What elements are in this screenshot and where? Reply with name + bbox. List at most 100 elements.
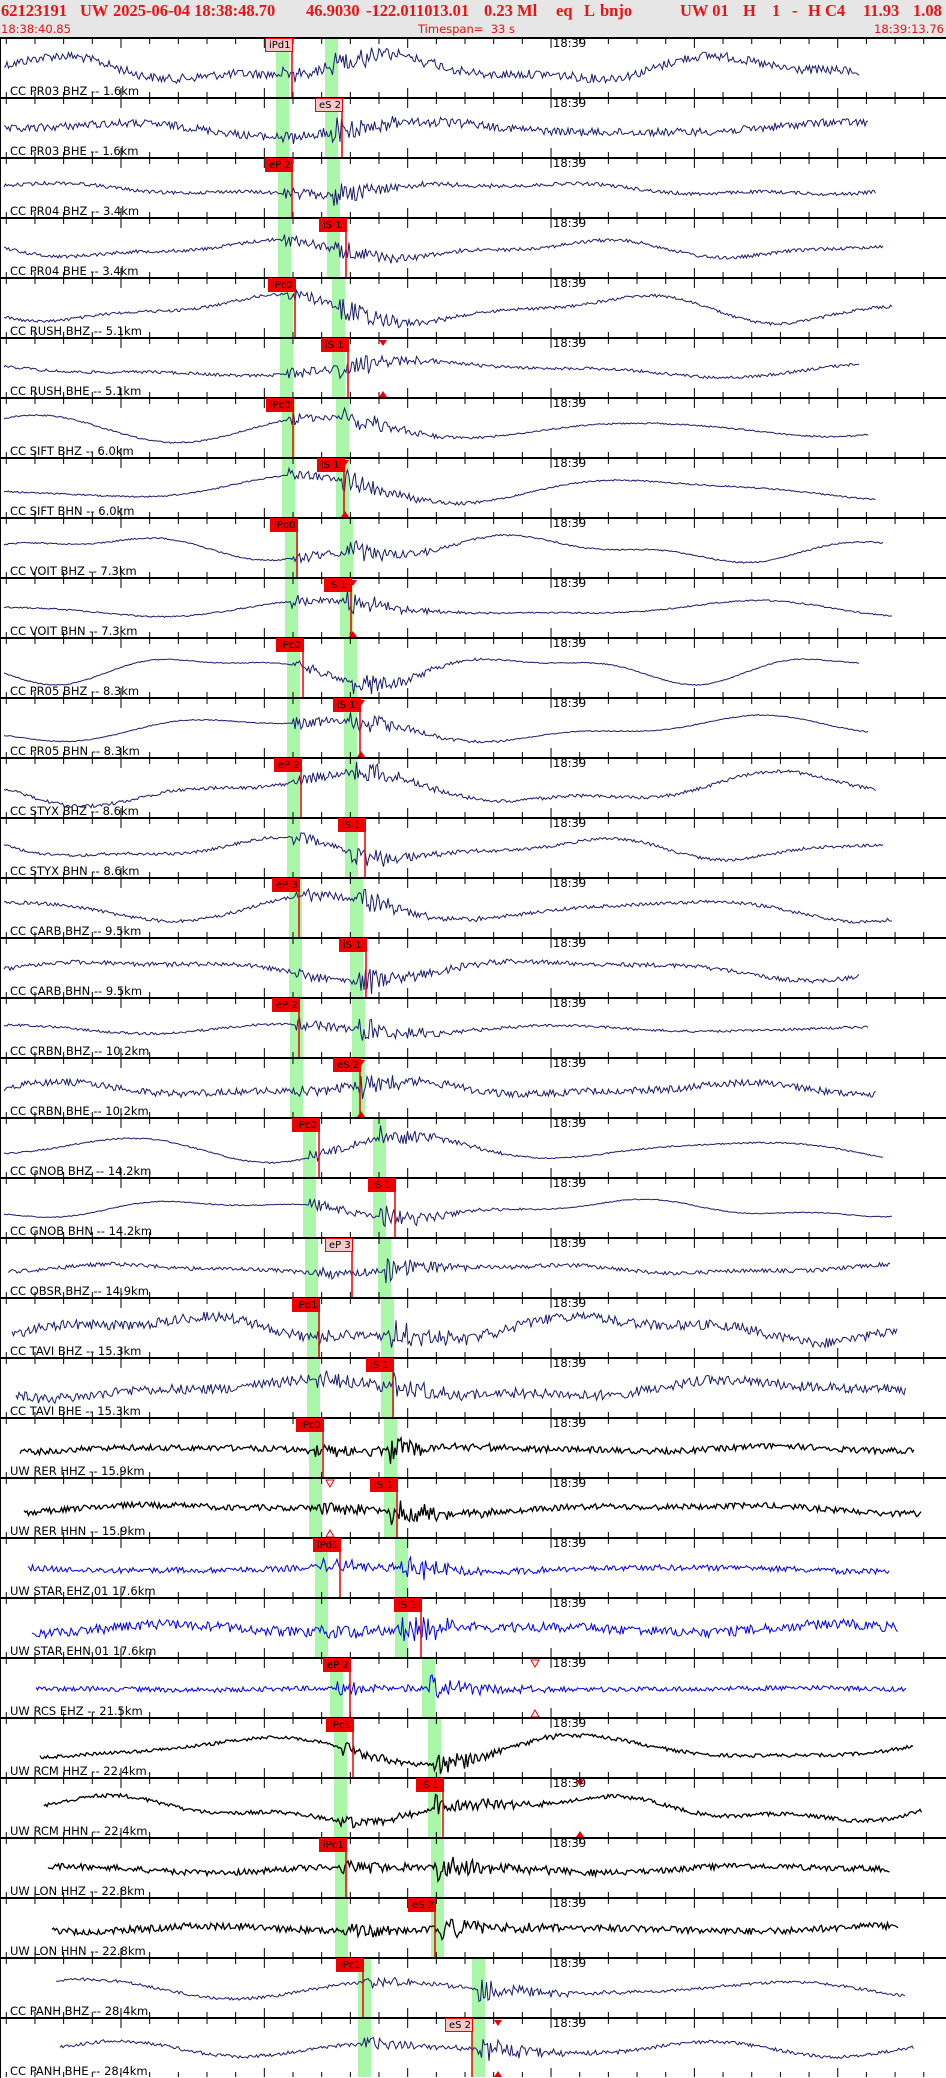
phase-pick-label[interactable]: eS 2 bbox=[445, 2018, 473, 2032]
phase-pick-label[interactable]: eS 2 bbox=[315, 98, 343, 112]
event-latitude: 46.9030 bbox=[306, 1, 360, 20]
phase-pick-label[interactable]: eS 2 bbox=[408, 1898, 436, 1912]
s-window-band bbox=[395, 1539, 408, 1597]
phase-pick-label[interactable]: iPd1 bbox=[265, 38, 293, 52]
trace-row[interactable]: iS 1 18:39 CC RUSH BHE -- 5.1km bbox=[0, 337, 946, 398]
value-1: 11.93 bbox=[863, 1, 900, 20]
phase-pick-label[interactable]: iS 1 bbox=[394, 1598, 422, 1612]
phase-pick-label[interactable]: iS 1 bbox=[339, 938, 367, 952]
open-marker-top-icon[interactable] bbox=[325, 1479, 335, 1489]
phase-pick-label[interactable]: iPc0 bbox=[266, 398, 294, 412]
trace-row[interactable]: iPc1 18:39 UW RCM HHZ -- 22.4km bbox=[0, 1717, 946, 1778]
trace-row[interactable]: iPc0 18:39 CC RUSH BHZ -- 5.1km bbox=[0, 277, 946, 338]
trace-row[interactable]: eP 3 18:39 CC CARB BHZ -- 9.5km bbox=[0, 877, 946, 938]
trace-row[interactable]: eS 2 18:39 CC PANH BHE -- 28.4km bbox=[0, 2017, 946, 2078]
start-time: 18:38:40.85 bbox=[1, 22, 71, 36]
amplitude-marker-bottom-icon[interactable] bbox=[349, 631, 357, 637]
waveform-line bbox=[3, 761, 876, 809]
p-window-band bbox=[315, 1599, 328, 1657]
trace-row[interactable]: eS 2 18:39 UW LON HHN -- 22.8km bbox=[0, 1897, 946, 1958]
amplitude-marker-bottom-icon[interactable] bbox=[357, 751, 365, 757]
phase-pick-label[interactable]: iPd1 bbox=[292, 1298, 320, 1312]
station-channel-label: CC OBSR BHZ -- 14.9km bbox=[10, 1284, 149, 1298]
trace-row[interactable]: eS 2 18:39 CC CRBN BHE -- 10.2km bbox=[0, 1057, 946, 1118]
trace-row[interactable]: eP 2 18:39 CC STYX BHZ -- 8.6km bbox=[0, 757, 946, 818]
waveform-plot bbox=[3, 39, 925, 97]
phase-pick-label[interactable]: eS 2 bbox=[333, 1058, 361, 1072]
trace-row[interactable]: iS 1 18:39 CC GNOB BHN -- 14.2km bbox=[0, 1177, 946, 1238]
waveform-line bbox=[3, 288, 893, 329]
open-marker-bottom-icon[interactable] bbox=[325, 1528, 335, 1538]
phase-pick-label[interactable]: iPc0 bbox=[296, 1418, 324, 1432]
trace-row[interactable]: iS 1 18:39 CC SIFT BHN -- 6.0km bbox=[0, 457, 946, 518]
trace-row[interactable]: iS 1 18:39 CC STYX BHN -- 8.6km bbox=[0, 817, 946, 878]
trace-row[interactable]: eS 2 18:39 CC PR03 BHE -- 1.6km bbox=[0, 97, 946, 158]
phase-pick-label[interactable]: iS 1 bbox=[338, 818, 366, 832]
phase-pick-label[interactable]: iPc1 bbox=[326, 1718, 354, 1732]
phase-pick-label[interactable]: iPd1 bbox=[313, 1538, 341, 1552]
trace-row[interactable]: iPd1 18:39 CC PR03 BHZ -- 1.6km bbox=[0, 37, 946, 98]
open-marker-bottom-icon[interactable] bbox=[530, 1708, 540, 1718]
amplitude-marker-top-icon[interactable] bbox=[379, 340, 387, 346]
trace-row[interactable]: eP 2 18:39 UW RCS EHZ -- 21.5km bbox=[0, 1657, 946, 1718]
phase-pick-label[interactable]: iPc0 bbox=[276, 638, 304, 652]
waveform-line bbox=[3, 47, 860, 85]
trace-row[interactable]: iPc0 18:39 CC PR05 BHZ -- 8.3km bbox=[0, 637, 946, 698]
trace-row[interactable]: iS 1 18:39 UW RCM HHN -- 22.4km bbox=[0, 1777, 946, 1838]
trace-row[interactable]: iPd1 18:39 CC TAVI BHZ -- 15.3km bbox=[0, 1297, 946, 1358]
trace-row[interactable]: eP 2 18:39 CC PR04 BHZ -- 3.4km bbox=[0, 157, 946, 218]
phase-pick-label[interactable]: eP 2 bbox=[274, 758, 302, 772]
phase-pick-label[interactable]: iS 1 bbox=[333, 698, 361, 712]
trace-row[interactable]: eP 2 18:39 CC CRBN BHZ -- 10.2km bbox=[0, 997, 946, 1058]
phase-pick-label[interactable]: iPc1 bbox=[319, 1838, 347, 1852]
phase-pick-label[interactable]: eP 2 bbox=[272, 998, 300, 1012]
trace-row[interactable]: iPc1 18:39 UW LON HHZ -- 22.8km bbox=[0, 1837, 946, 1898]
amplitude-marker-bottom-icon[interactable] bbox=[357, 1111, 365, 1117]
phase-pick-label[interactable]: iS 1 bbox=[368, 1178, 396, 1192]
waveform-line bbox=[3, 179, 876, 206]
phase-pick-label[interactable]: iS 1 bbox=[416, 1778, 444, 1792]
phase-pick-label[interactable]: iS 1 bbox=[324, 578, 352, 592]
phase-pick-label[interactable]: eP 2 bbox=[323, 1658, 351, 1672]
trace-row[interactable]: iS 1 18:39 UW RER HHN -- 15.9km bbox=[0, 1477, 946, 1538]
phase-pick-label[interactable]: eP 3 bbox=[272, 878, 300, 892]
waveform-line bbox=[35, 1673, 907, 1699]
amplitude-marker-top-icon[interactable] bbox=[494, 2020, 502, 2026]
trace-row[interactable]: iPc1 18:39 CC PANH BHZ -- 28.4km bbox=[0, 1957, 946, 2018]
phase-pick-label[interactable]: eP 3 bbox=[325, 1238, 353, 1252]
trace-row[interactable]: iPc0 18:39 CC GNOB BHZ -- 14.2km bbox=[0, 1117, 946, 1178]
phase-pick-label[interactable]: iS 1 bbox=[319, 218, 347, 232]
trace-row[interactable]: iPd0 18:39 CC VOIT BHZ -- 7.3km bbox=[0, 517, 946, 578]
trace-row[interactable]: iS 1 18:39 CC VOIT BHN -- 7.3km bbox=[0, 577, 946, 638]
trace-row[interactable]: iPc0 18:39 UW RER HHZ -- 15.9km bbox=[0, 1417, 946, 1478]
trace-row[interactable]: iPd1 18:39 UW STAR EHZ 01 17.6km bbox=[0, 1537, 946, 1598]
phase-pick-label[interactable]: iS 1 bbox=[317, 458, 345, 472]
phase-pick-label[interactable]: iS 1 bbox=[370, 1478, 398, 1492]
waveform-line bbox=[3, 590, 892, 619]
amplitude-marker-bottom-icon[interactable] bbox=[341, 511, 349, 517]
trace-row[interactable]: iS 1 18:39 CC PR05 BHN -- 8.3km bbox=[0, 697, 946, 758]
trace-row[interactable]: eP 3 18:39 CC OBSR BHZ -- 14.9km bbox=[0, 1237, 946, 1298]
amplitude-marker-bottom-icon[interactable] bbox=[576, 1831, 584, 1837]
waveform-line bbox=[3, 1198, 892, 1228]
phase-pick-label[interactable]: iPc0 bbox=[292, 1118, 320, 1132]
phase-pick-label[interactable]: iPc1 bbox=[336, 1958, 364, 1972]
phase-pick-label[interactable]: iS 1 bbox=[321, 338, 349, 352]
waveform-plot bbox=[5, 1599, 925, 1657]
waveform-line bbox=[3, 958, 860, 995]
amplitude-marker-bottom-icon[interactable] bbox=[494, 2071, 502, 2077]
seismogram-panel[interactable]: iPd1 18:39 CC PR03 BHZ -- 1.6km eS 2 18:39 CC… bbox=[0, 37, 946, 2078]
trace-row[interactable]: iS 1 18:39 UW STAR EHN 01 17.6km bbox=[0, 1597, 946, 1658]
phase-pick-label[interactable]: iPd0 bbox=[270, 518, 298, 532]
analyst: bnjo bbox=[600, 1, 633, 20]
trace-row[interactable]: iS 1 18:39 CC TAVI BHE -- 15.3km bbox=[0, 1357, 946, 1418]
trace-row[interactable]: iS 1 18:39 CC CARB BHN -- 9.5km bbox=[0, 937, 946, 998]
trace-row[interactable]: iPc0 18:39 CC SIFT BHZ -- 6.0km bbox=[0, 397, 946, 458]
trace-row[interactable]: iS 1 18:39 CC PR04 BHE -- 3.4km bbox=[0, 217, 946, 278]
open-marker-top-icon[interactable] bbox=[530, 1659, 540, 1669]
amplitude-marker-top-icon[interactable] bbox=[576, 1780, 584, 1786]
phase-pick-label[interactable]: iPc0 bbox=[268, 278, 296, 292]
phase-pick-label[interactable]: eP 2 bbox=[265, 158, 293, 172]
phase-pick-label[interactable]: iS 1 bbox=[366, 1358, 394, 1372]
amplitude-marker-bottom-icon[interactable] bbox=[379, 391, 387, 397]
